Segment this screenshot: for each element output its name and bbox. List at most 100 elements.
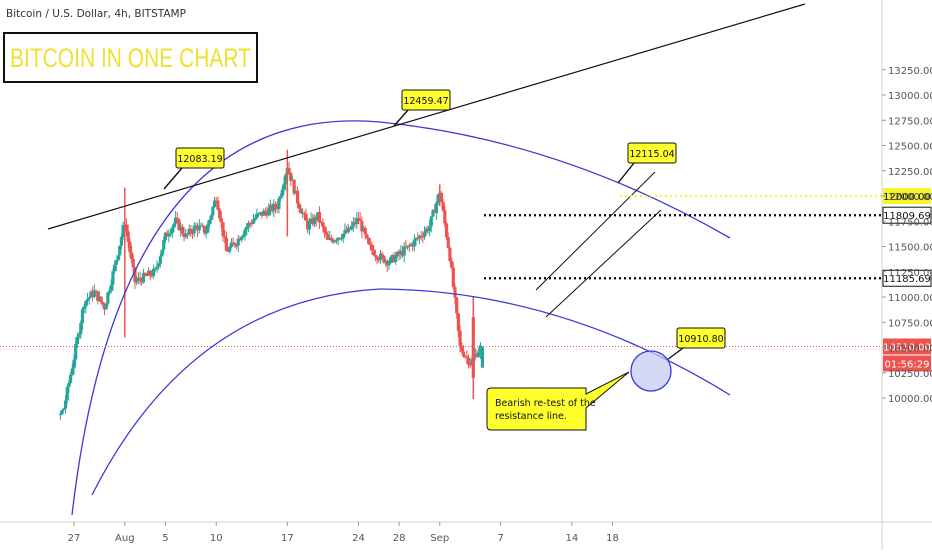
candle-body — [118, 245, 122, 256]
candle-body — [148, 270, 152, 276]
candle-body — [263, 210, 267, 213]
candle-body — [301, 213, 305, 215]
y-tick-label: 10500.00 — [888, 344, 932, 355]
candle-body — [377, 259, 381, 261]
candle-body — [260, 212, 264, 216]
channel-upper-line — [535, 171, 656, 291]
candle-body — [87, 297, 91, 300]
candle-body — [477, 352, 481, 357]
candle-body — [114, 260, 118, 265]
candle-body — [356, 218, 361, 220]
candle-body — [82, 306, 86, 310]
candle-body — [294, 190, 298, 194]
candle-body — [153, 268, 157, 270]
candle-body — [355, 218, 359, 224]
candle-body — [75, 336, 79, 345]
candle-body — [72, 359, 76, 369]
candle-body — [177, 219, 181, 231]
candle-body — [89, 291, 93, 298]
candle-body — [199, 225, 203, 227]
candle-body — [380, 253, 384, 256]
x-tick-label: Aug — [115, 533, 135, 544]
candle-body — [187, 228, 191, 234]
candle-body — [444, 223, 449, 238]
candle-body — [328, 237, 332, 240]
candle-body — [138, 277, 142, 280]
candle-body — [267, 208, 271, 216]
candle-body — [372, 250, 376, 256]
candle-body — [62, 408, 66, 411]
candle-body — [468, 364, 472, 366]
candle-body — [265, 212, 269, 216]
rising-trendline — [47, 3, 806, 230]
y-tick-label: 11250.00 — [888, 268, 932, 279]
candle-body — [211, 207, 215, 216]
callout-pointer — [393, 109, 409, 127]
current-price-tag — [883, 338, 931, 355]
candle-body — [179, 226, 183, 231]
x-tick-label: 10 — [210, 533, 223, 544]
candle-body — [299, 208, 303, 214]
candle-body — [373, 255, 378, 257]
candle-body — [84, 300, 88, 307]
title-box — [3, 32, 258, 83]
candle-body — [461, 351, 466, 357]
candle-body — [185, 233, 190, 235]
candle-body — [121, 225, 125, 237]
candle-body — [324, 232, 328, 235]
candle-body — [382, 255, 386, 263]
candle-body — [280, 189, 284, 197]
candle-body — [69, 374, 73, 383]
candle-body — [162, 240, 166, 250]
candle-body — [297, 203, 301, 209]
candle-body — [338, 237, 342, 239]
level-tag — [882, 206, 932, 224]
candle-body — [207, 219, 212, 225]
candle-body — [272, 204, 276, 212]
candle-body — [65, 387, 69, 401]
candle-body — [129, 252, 134, 260]
candle-body — [256, 213, 261, 215]
candle-body — [397, 251, 401, 255]
candle-body — [238, 238, 242, 241]
candle-body — [223, 236, 227, 238]
candle-body — [287, 168, 291, 173]
candle-body — [336, 237, 340, 241]
price-callout — [627, 142, 677, 164]
candle-body — [394, 256, 398, 263]
channel-lower-line — [545, 209, 662, 318]
candle-body — [282, 183, 286, 190]
candle-body — [146, 270, 151, 276]
candle-body — [201, 225, 205, 227]
candle-body — [209, 215, 213, 220]
candle-body — [246, 223, 251, 227]
candle-body — [194, 225, 198, 227]
candle-body — [314, 216, 318, 221]
candle-body — [387, 262, 391, 266]
x-tick-label: 17 — [281, 533, 294, 544]
candle-body — [431, 210, 435, 217]
candle-body — [446, 237, 450, 248]
candle-body — [113, 264, 117, 272]
candle-body — [58, 413, 63, 415]
candle-body — [433, 210, 437, 214]
candle-body — [436, 194, 440, 204]
candle-body — [473, 353, 477, 357]
candle-body — [443, 210, 447, 224]
candle-body — [104, 303, 108, 310]
candle-body — [241, 234, 245, 238]
candle-body — [345, 229, 349, 233]
candle-body — [290, 180, 295, 182]
candle-body — [434, 203, 438, 214]
candle-body — [412, 239, 416, 247]
x-tick-label: 18 — [606, 533, 619, 544]
candle-body — [448, 247, 452, 261]
candle-body — [399, 250, 403, 255]
y-tick-label: 11000.00 — [888, 293, 932, 304]
candle-body — [251, 219, 256, 224]
candle-body — [273, 204, 278, 208]
last-candle — [480, 346, 485, 368]
annotation-line1: Bearish re-test of the — [495, 398, 596, 409]
candle-body — [80, 309, 85, 324]
candle-body — [306, 220, 310, 230]
